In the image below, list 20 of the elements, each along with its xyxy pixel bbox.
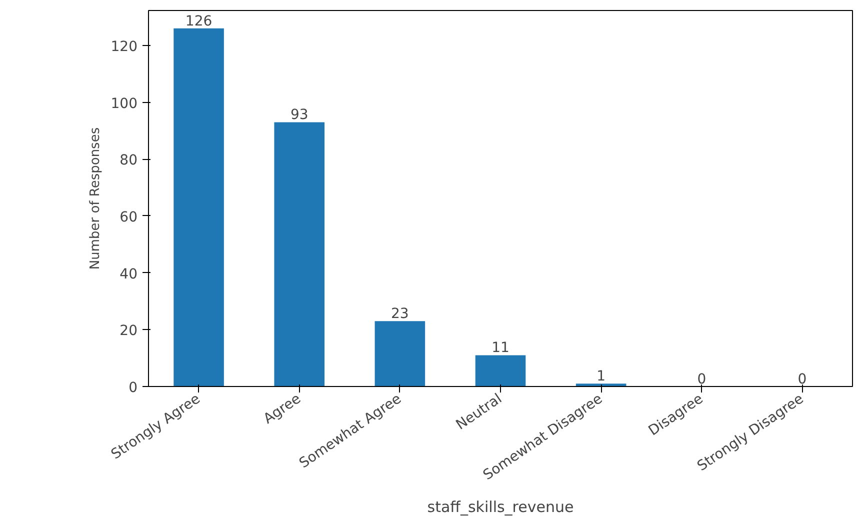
bar — [475, 355, 526, 386]
y-tick-label: 120 — [110, 38, 138, 55]
x-axis-title: staff_skills_revenue — [427, 498, 574, 516]
bar — [374, 321, 426, 386]
data-label: 23 — [391, 306, 409, 322]
data-label: 0 — [798, 372, 807, 388]
y-tick-label: 60 — [120, 209, 138, 226]
bar — [274, 122, 324, 386]
data-label: 11 — [492, 340, 510, 356]
y-tick-label: 80 — [120, 152, 138, 169]
data-label: 1 — [596, 368, 606, 385]
y-tick-label: 100 — [110, 96, 138, 112]
bar — [174, 28, 224, 386]
y-tick-label: 0 — [128, 380, 138, 396]
data-label: 93 — [290, 107, 308, 124]
y-axis-title: Number of Responses — [88, 127, 103, 270]
data-label: 126 — [185, 13, 212, 30]
y-tick-label: 40 — [120, 266, 138, 282]
data-label: 0 — [697, 372, 706, 388]
y-tick-label: 20 — [120, 323, 138, 340]
